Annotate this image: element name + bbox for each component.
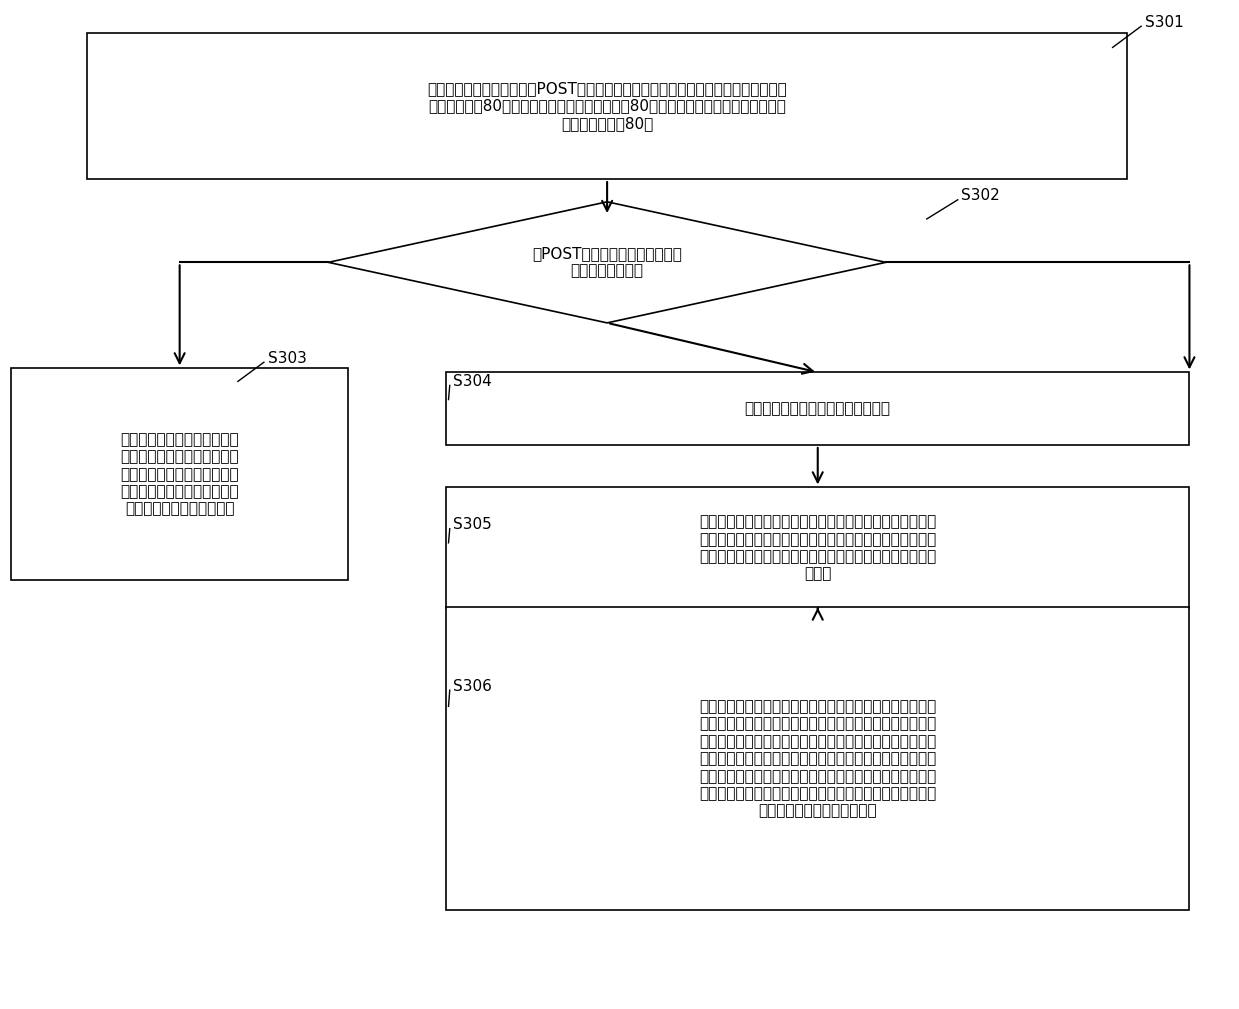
Text: S305: S305 bbox=[453, 518, 492, 532]
Bar bbox=[446, 372, 1189, 445]
Text: 在服务器处于系统上电自检POST阶段时，基本管理控制器控制诊断面板的数码管显示
服务器系统的80码信息，同时控制数码管下方的80码指示单元显示信号，以便于指示
: 在服务器处于系统上电自检POST阶段时，基本管理控制器控制诊断面板的数码管显示 … bbox=[427, 81, 787, 131]
Text: 在POST阶段结束后，判断服务器
系统是否有故障点: 在POST阶段结束后，判断服务器 系统是否有故障点 bbox=[533, 246, 681, 278]
Text: S306: S306 bbox=[453, 679, 492, 693]
Text: 基本管理控制器控制声光报警器启动: 基本管理控制器控制声光报警器启动 bbox=[745, 402, 891, 416]
Text: S304: S304 bbox=[453, 374, 492, 388]
Text: S303: S303 bbox=[268, 351, 306, 365]
Text: 基本管理控制器控制诊断面板与服务器系统故障点的故障类
型对应的故障指示单元显示两种不同的信号，以使得故障指
示单元在显示所有故障点的故障类型时，突出显示其中一个: 基本管理控制器控制诊断面板与服务器系统故障点的故障类 型对应的故障指示单元显示两… bbox=[699, 515, 937, 581]
Bar bbox=[11, 368, 348, 580]
Text: S301: S301 bbox=[1145, 15, 1183, 29]
Bar bbox=[446, 487, 1189, 608]
Text: 控制诊断面板的数码管显示服
务器系统的总功耗信息，同时
控制数码管下方的总功耗指示
单元显示信号，以便于指示数
码管显示的是系统的总功耗: 控制诊断面板的数码管显示服 务器系统的总功耗信息，同时 控制数码管下方的总功耗指… bbox=[120, 432, 239, 517]
Bar bbox=[87, 33, 1127, 180]
Text: S302: S302 bbox=[961, 189, 1000, 203]
Bar bbox=[446, 607, 1189, 910]
Text: 在突出显示其中一个故障点的时间内，基本管理控制器控制
诊断面板的数码管显示故障点的故障位置信息，同时控制数
码管下方的故障位置指示单元显示信号，以便于指示数码管: 在突出显示其中一个故障点的时间内，基本管理控制器控制 诊断面板的数码管显示故障点… bbox=[699, 699, 937, 818]
